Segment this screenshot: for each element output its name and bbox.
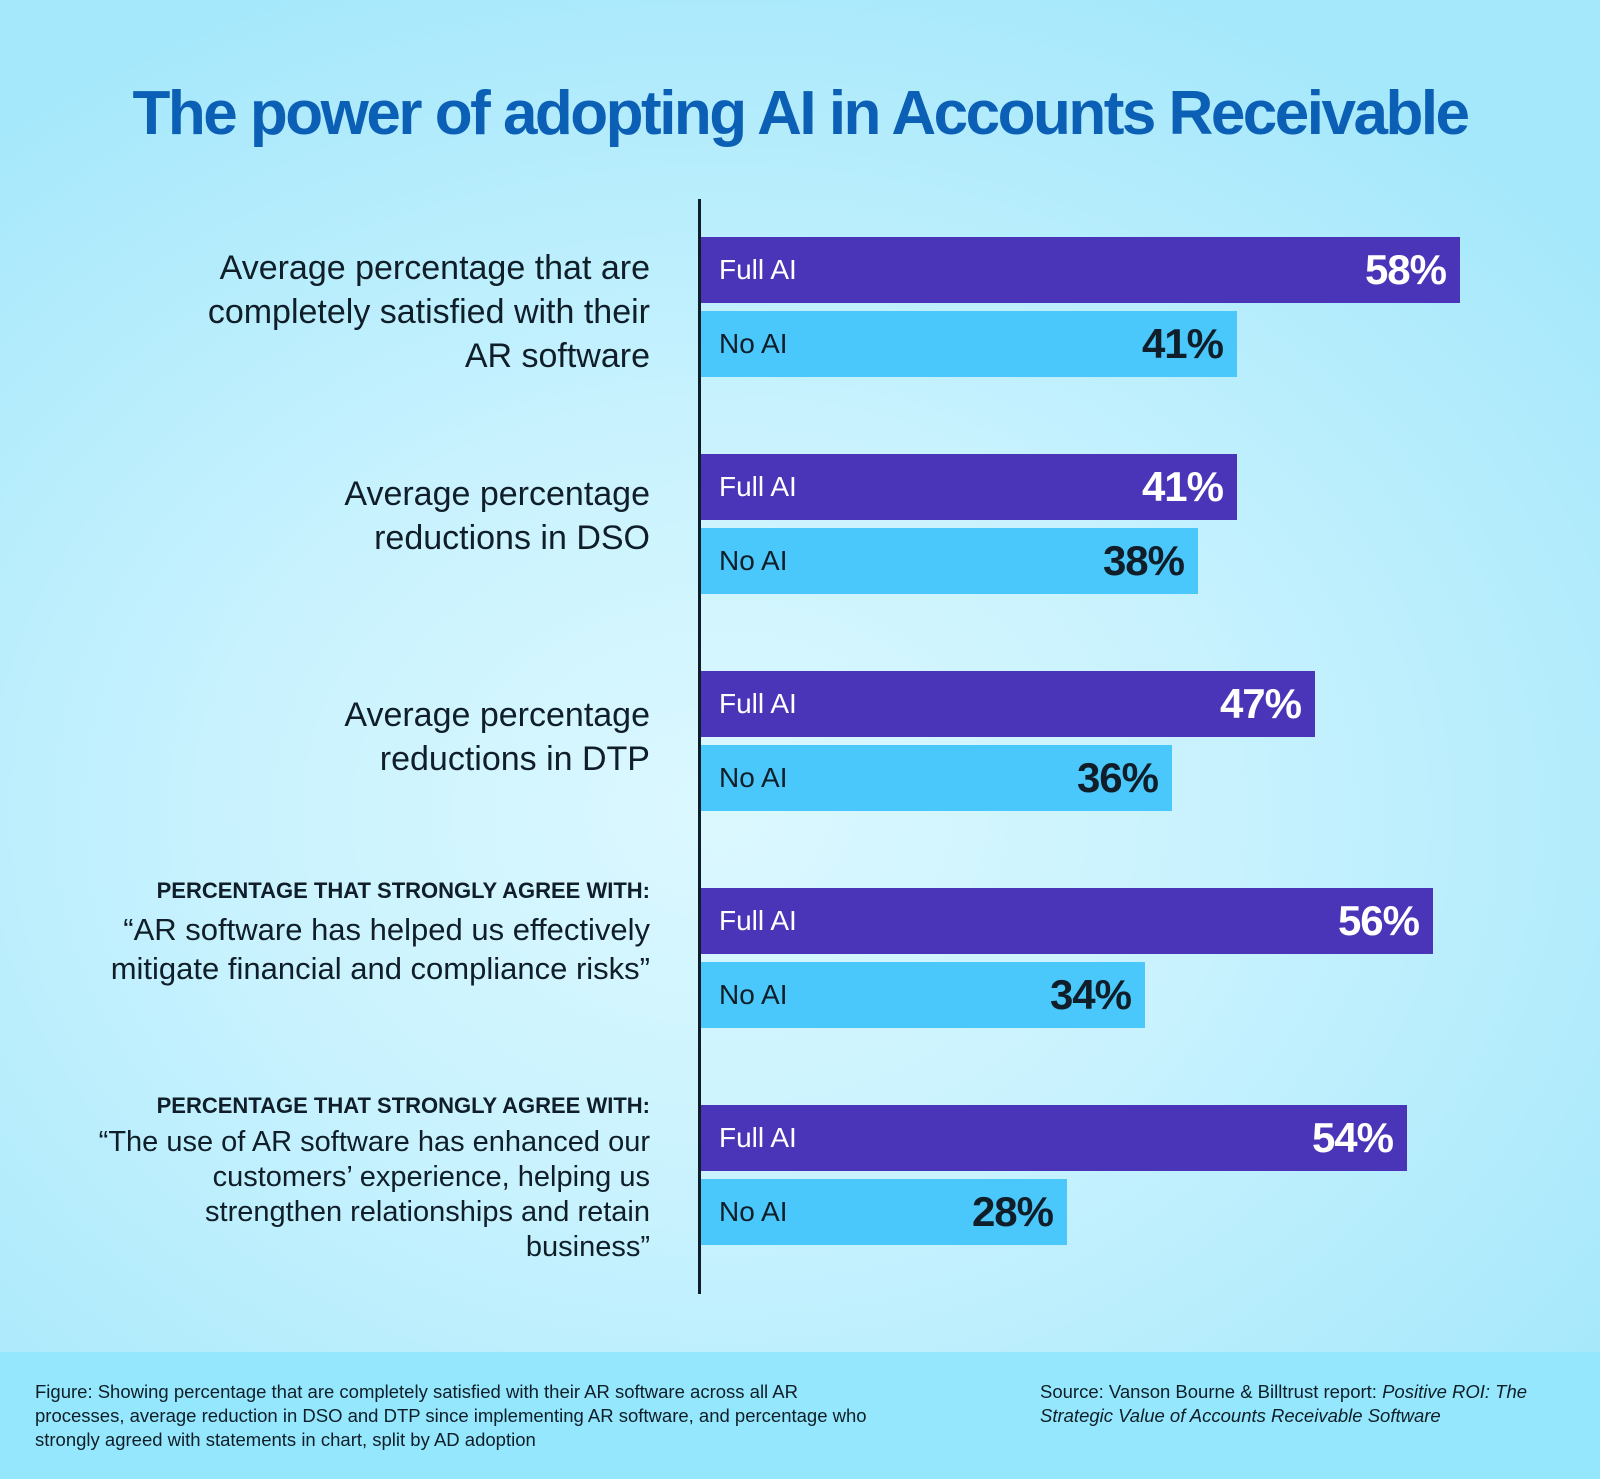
bar-full-ai-dtp: Full AI 47% [701,671,1315,737]
source-citation: Source: Vanson Bourne & Billtrust report… [1040,1380,1580,1428]
series-label: Full AI [719,471,797,502]
bar-full-ai-dso: Full AI 41% [701,454,1237,520]
category-kicker: PERCENTAGE THAT STRONGLY AGREE WITH: [156,1093,650,1118]
bar-value: 34% [1049,971,1132,1018]
bar-value: 28% [971,1188,1054,1235]
bar-value: 58% [1364,246,1447,293]
bar-value: 54% [1311,1114,1394,1161]
series-label: Full AI [719,688,797,719]
source-prefix: Source: Vanson Bourne & Billtrust report… [1040,1381,1383,1402]
category-label-risk-mitigation: PERCENTAGE THAT STRONGLY AGREE WITH: “AR… [90,878,650,988]
category-label-dtp: Average percentage reductions in DTP [250,693,650,781]
series-label: No AI [719,762,788,793]
series-label: Full AI [719,254,797,285]
y-axis-line [698,199,701,1294]
bar-value: 36% [1076,754,1159,801]
category-label-dso: Average percentage reductions in DSO [250,472,650,560]
bar-full-ai-satisfaction: Full AI 58% [701,237,1460,303]
bar-no-ai-satisfaction: No AI 41% [701,311,1237,377]
bar-value: 56% [1337,897,1420,944]
category-label-text: Average percentage reductions in DSO [344,475,650,557]
series-label: No AI [719,545,788,576]
bar-value: 41% [1141,320,1224,367]
bar-value: 41% [1141,463,1224,510]
category-label-text: Average percentage reductions in DTP [344,696,650,778]
category-label-text: “AR software has helped us effectively m… [110,912,650,986]
category-kicker: PERCENTAGE THAT STRONGLY AGREE WITH: [156,878,650,903]
bar-value: 38% [1102,537,1185,584]
bar-value: 47% [1219,680,1302,727]
chart-title: The power of adopting AI in Accounts Rec… [132,79,1470,148]
bar-no-ai-dso: No AI 38% [701,528,1198,594]
bar-full-ai-customer-experience: Full AI 54% [701,1105,1407,1171]
category-label-satisfaction: Average percentage that are completely s… [190,246,650,378]
bar-full-ai-risk-mitigation: Full AI 56% [701,888,1433,954]
bar-no-ai-dtp: No AI 36% [701,745,1172,811]
category-label-customer-experience: PERCENTAGE THAT STRONGLY AGREE WITH: “Th… [90,1093,650,1265]
bar-no-ai-customer-experience: No AI 28% [701,1179,1067,1245]
series-label: No AI [719,979,788,1010]
series-label: Full AI [719,905,797,936]
series-label: Full AI [719,1122,797,1153]
category-label-text: “The use of AR software has enhanced our… [98,1126,650,1263]
category-label-text: Average percentage that are completely s… [207,249,650,375]
source-report-title: Positive ROI: The Strategic Value of Acc… [1040,1381,1528,1426]
footer-band: Figure: Showing percentage that are comp… [0,1352,1600,1479]
figure-caption: Figure: Showing percentage that are comp… [35,1381,867,1450]
series-label: No AI [719,328,788,359]
bar-no-ai-risk-mitigation: No AI 34% [701,962,1145,1028]
series-label: No AI [719,1196,788,1227]
